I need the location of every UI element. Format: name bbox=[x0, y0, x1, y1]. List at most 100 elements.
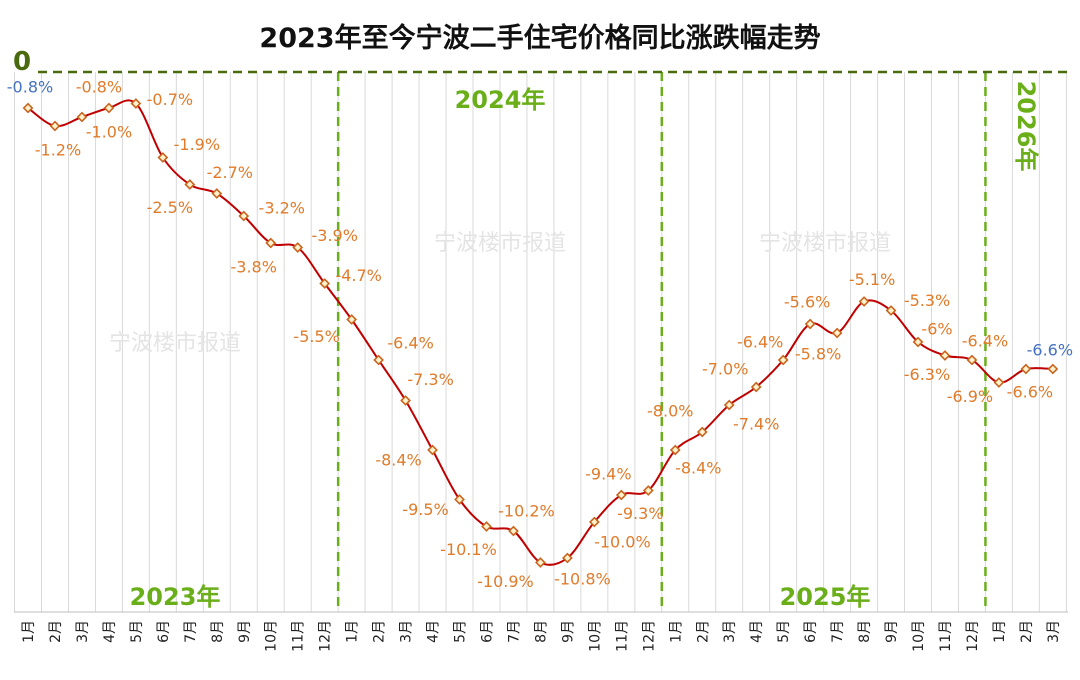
data-label: -0.7% bbox=[147, 90, 193, 109]
x-tick-label: 6月 bbox=[803, 620, 819, 643]
watermark: 宁波楼市报道 bbox=[759, 231, 891, 256]
x-tick-label: 5月 bbox=[129, 620, 145, 643]
data-point bbox=[103, 102, 115, 114]
data-label: -1.0% bbox=[86, 123, 132, 142]
data-label: -8.4% bbox=[375, 451, 421, 470]
data-label: -2.7% bbox=[207, 163, 253, 182]
data-point bbox=[1020, 363, 1032, 375]
data-label: -10.0% bbox=[594, 533, 651, 552]
year-label: 2026年 bbox=[1012, 81, 1040, 172]
x-tick-label: 3月 bbox=[1046, 620, 1062, 643]
data-point bbox=[427, 444, 438, 456]
data-point bbox=[642, 485, 654, 496]
data-point bbox=[211, 188, 223, 199]
data-point bbox=[508, 525, 519, 537]
data-point bbox=[184, 179, 196, 190]
x-tick-label: 7月 bbox=[183, 620, 199, 643]
x-tick-label: 3月 bbox=[75, 620, 91, 643]
data-label: -5.5% bbox=[293, 327, 339, 346]
x-tick-label: 5月 bbox=[453, 620, 469, 643]
data-label: -6.9% bbox=[947, 387, 993, 406]
x-tick-label: 10月 bbox=[911, 620, 927, 652]
data-point bbox=[912, 336, 924, 348]
data-point bbox=[993, 377, 1005, 388]
chart-title: 2023年至今宁波二手住宅价格同比涨跌幅走势 bbox=[259, 23, 821, 54]
data-point bbox=[265, 237, 277, 249]
data-point bbox=[939, 350, 951, 361]
x-tick-label: 11月 bbox=[938, 620, 954, 652]
data-label: -10.1% bbox=[440, 540, 497, 559]
x-tick-label: 4月 bbox=[102, 620, 118, 643]
data-point bbox=[615, 489, 627, 501]
data-point bbox=[157, 152, 169, 163]
data-point bbox=[723, 399, 735, 411]
data-point bbox=[481, 521, 492, 532]
data-point bbox=[966, 354, 978, 366]
x-tick-label: 1月 bbox=[668, 620, 684, 643]
data-point bbox=[535, 557, 546, 568]
data-label: -1.9% bbox=[174, 135, 220, 154]
x-tick-label: 11月 bbox=[614, 620, 630, 652]
data-label: -5.3% bbox=[904, 291, 950, 310]
data-label: -2.5% bbox=[147, 198, 193, 217]
data-label: -9.5% bbox=[402, 500, 448, 519]
year-label: 2025年 bbox=[780, 583, 871, 611]
data-point bbox=[1047, 363, 1059, 375]
data-label: -0.8% bbox=[76, 78, 122, 97]
x-tick-label: 7月 bbox=[830, 620, 846, 643]
data-label: -5.8% bbox=[795, 345, 841, 364]
data-label: -9.3% bbox=[617, 504, 663, 523]
data-label: -10.8% bbox=[554, 570, 611, 589]
data-label: -10.9% bbox=[477, 572, 534, 591]
x-tick-label: 5月 bbox=[776, 620, 792, 643]
data-label: -1.2% bbox=[35, 141, 81, 160]
watermark: 宁波楼市报道 bbox=[109, 331, 241, 356]
data-point bbox=[777, 354, 789, 366]
data-label: -6.4% bbox=[962, 332, 1008, 351]
x-tick-label: 9月 bbox=[884, 620, 900, 643]
x-tick-label: 10月 bbox=[264, 620, 280, 652]
data-label: -6.4% bbox=[737, 333, 783, 352]
data-label: -7.3% bbox=[407, 370, 453, 389]
year-label: 2024年 bbox=[455, 86, 546, 114]
data-point bbox=[696, 426, 708, 438]
data-label: -6.6% bbox=[1007, 383, 1053, 402]
watermark: 宁波楼市报道 bbox=[434, 231, 566, 256]
data-point bbox=[831, 327, 843, 339]
x-tick-label: 10月 bbox=[587, 620, 603, 652]
x-tick-label: 12月 bbox=[965, 620, 981, 652]
data-point bbox=[885, 305, 897, 316]
x-tick-label: 11月 bbox=[291, 620, 307, 652]
x-tick-label: 1月 bbox=[21, 620, 37, 643]
x-tick-label: 2月 bbox=[1019, 620, 1035, 643]
x-tick-label: 1月 bbox=[992, 620, 1008, 643]
data-point bbox=[804, 318, 816, 330]
x-tick-label: 8月 bbox=[210, 620, 226, 643]
data-label: -6.6% bbox=[1027, 341, 1073, 360]
data-point bbox=[454, 494, 465, 505]
data-label: -7.0% bbox=[702, 360, 748, 379]
x-tick-label: 2月 bbox=[48, 620, 64, 643]
x-tick-label: 7月 bbox=[506, 620, 522, 643]
data-label: -3.2% bbox=[259, 199, 305, 218]
data-label: -8.0% bbox=[647, 402, 693, 421]
data-label: -8.4% bbox=[675, 459, 721, 478]
data-point bbox=[238, 210, 250, 222]
x-tick-label: 2月 bbox=[695, 620, 711, 643]
data-point bbox=[130, 98, 142, 109]
data-label: -6.3% bbox=[904, 365, 950, 384]
data-point bbox=[346, 314, 358, 325]
x-tick-label: 8月 bbox=[857, 620, 873, 643]
zero-label: 0 bbox=[13, 47, 31, 77]
x-tick-label: 6月 bbox=[479, 620, 495, 643]
data-point bbox=[669, 444, 681, 456]
x-tick-label: 3月 bbox=[722, 620, 738, 643]
data-point bbox=[400, 395, 411, 406]
data-point bbox=[373, 354, 384, 366]
data-label: -5.6% bbox=[784, 293, 830, 312]
data-label: -3.9% bbox=[311, 226, 357, 245]
data-point bbox=[750, 381, 762, 393]
x-tick-label: 6月 bbox=[156, 620, 172, 643]
data-point bbox=[562, 552, 573, 564]
